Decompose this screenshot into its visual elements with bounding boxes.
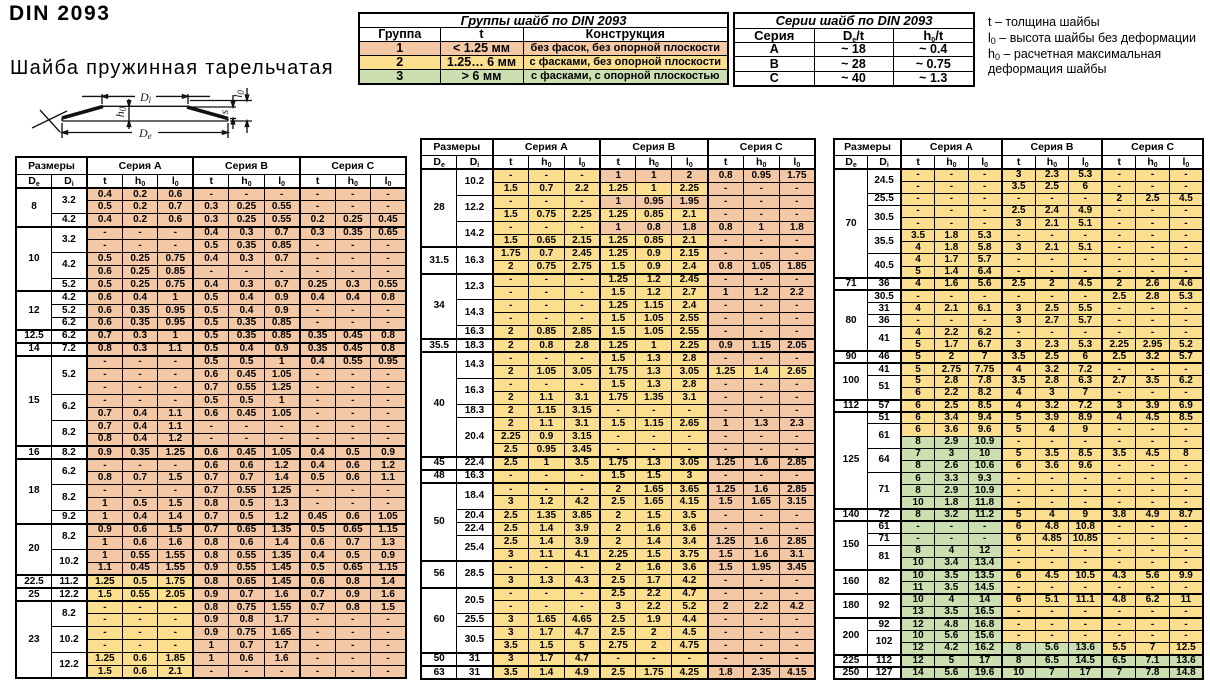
svg-text:h0: h0	[113, 106, 128, 117]
svg-text:l0: l0	[231, 90, 246, 98]
svg-text:s: s	[217, 109, 231, 114]
svg-text:De: De	[138, 126, 152, 141]
svg-text:Di: Di	[139, 90, 152, 105]
